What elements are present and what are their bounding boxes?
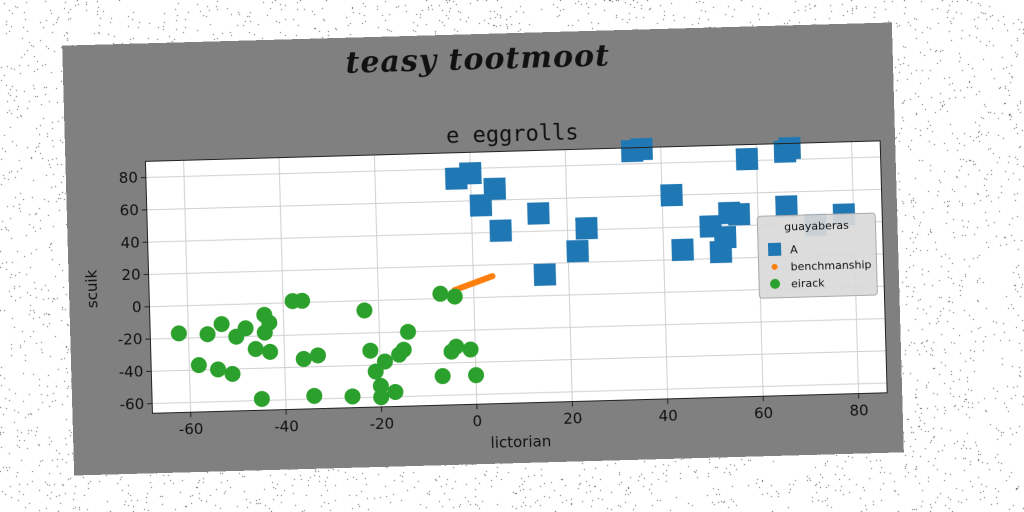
y-tick-label: 0 xyxy=(132,298,142,316)
y-gridline xyxy=(150,317,886,340)
circle-point xyxy=(400,323,417,340)
ticks: -60 -40 -20 0 20 40 60 80 -60 -40 -20 0 20 40 60 80 xyxy=(118,169,869,439)
figure-panel: teasy tootmoot -60 -40 -20 0 20 40 60 80 -60 -40-… xyxy=(62,22,904,476)
square-point xyxy=(671,238,694,262)
line-point xyxy=(475,278,482,285)
y-gridline xyxy=(145,156,881,179)
circle-point xyxy=(210,361,227,378)
square-point xyxy=(566,239,589,263)
circle-point xyxy=(434,368,451,385)
circle-point xyxy=(344,388,361,405)
square-point xyxy=(775,195,798,218)
circle-point xyxy=(356,302,373,319)
circle-point xyxy=(253,390,270,407)
y-gridline xyxy=(152,382,887,405)
circle-point xyxy=(261,314,278,331)
plot-area xyxy=(145,140,888,414)
circle-point xyxy=(309,347,326,364)
line-point xyxy=(465,281,472,288)
y-tick-label: -60 xyxy=(119,395,144,414)
square-point xyxy=(630,137,653,161)
circle-point xyxy=(448,338,465,355)
line-point xyxy=(484,274,491,281)
square-point xyxy=(533,263,557,286)
circle-point xyxy=(199,326,216,343)
circle-point xyxy=(387,383,404,400)
circle-point xyxy=(432,285,449,302)
x-tick-label: 80 xyxy=(849,401,869,420)
scatter-chart: -60 -40 -20 0 20 40 60 80 -60 -40 -20 0 20 40 60 80 e e… xyxy=(82,120,888,452)
circle-point xyxy=(468,367,485,384)
circle-point xyxy=(170,325,187,342)
y-gridline xyxy=(151,350,887,372)
x-tick-label: 40 xyxy=(658,407,678,426)
square-point xyxy=(459,162,482,185)
square-point xyxy=(727,202,751,226)
x-axis-label: lictorian xyxy=(490,432,551,452)
line-point xyxy=(489,273,496,280)
series-circle xyxy=(170,285,485,407)
legend-square-marker xyxy=(767,242,782,257)
x-tick-label: -60 xyxy=(179,420,204,439)
legend-item: A xyxy=(767,242,798,257)
legend-label: benchmanship xyxy=(790,258,871,273)
square-point xyxy=(735,147,759,171)
series-line xyxy=(451,273,496,294)
axes-frame xyxy=(144,140,888,414)
chart-title: e eggrolls xyxy=(446,120,579,149)
line-point xyxy=(461,283,468,290)
circle-point xyxy=(213,316,230,333)
circle-point xyxy=(262,343,279,360)
circle-point xyxy=(237,320,254,337)
y-tick-label: 40 xyxy=(120,233,140,252)
x-tick-label: -40 xyxy=(274,417,299,436)
circle-point xyxy=(372,377,389,394)
legend-label: A xyxy=(790,243,798,256)
circle-point xyxy=(446,288,463,305)
legend-box xyxy=(756,212,878,299)
line-point xyxy=(470,280,477,287)
circle-point xyxy=(373,389,390,406)
square-point xyxy=(469,194,493,217)
circle-point xyxy=(306,387,323,404)
y-gridline xyxy=(146,188,882,211)
y-tick-label: 80 xyxy=(119,169,139,188)
y-axis-label: scuik xyxy=(82,269,101,308)
circle-point xyxy=(295,350,312,367)
circle-point xyxy=(362,342,379,359)
square-point xyxy=(778,136,801,160)
y-tick-label: -20 xyxy=(118,330,143,349)
circle-point xyxy=(395,341,412,358)
legend-label: eirack xyxy=(791,276,825,290)
circle-point xyxy=(462,341,479,358)
y-tick-label: 60 xyxy=(119,201,139,220)
y-tick-label: 20 xyxy=(121,266,141,285)
square-point xyxy=(575,216,598,240)
x-tick-label: 20 xyxy=(563,409,583,428)
x-tick-label: 0 xyxy=(472,412,482,430)
x-tick-label: -20 xyxy=(369,415,394,434)
circle-point xyxy=(190,357,207,374)
legend-title: guayaberas xyxy=(784,219,849,234)
legend-item: benchmanship xyxy=(771,258,872,273)
square-point xyxy=(527,202,550,225)
circle-point xyxy=(376,353,393,370)
square-point xyxy=(713,226,737,249)
legend-line-marker xyxy=(771,263,778,270)
circle-point xyxy=(247,341,264,358)
square-point xyxy=(660,183,683,207)
legend-circle-marker xyxy=(770,278,781,289)
square-point xyxy=(489,219,512,242)
line-point xyxy=(479,276,486,283)
y-tick-label: -40 xyxy=(119,363,144,382)
circle-point xyxy=(224,365,241,382)
x-tick-label: 60 xyxy=(754,404,774,423)
legend-item: eirack xyxy=(770,276,825,290)
circle-point xyxy=(294,292,311,309)
